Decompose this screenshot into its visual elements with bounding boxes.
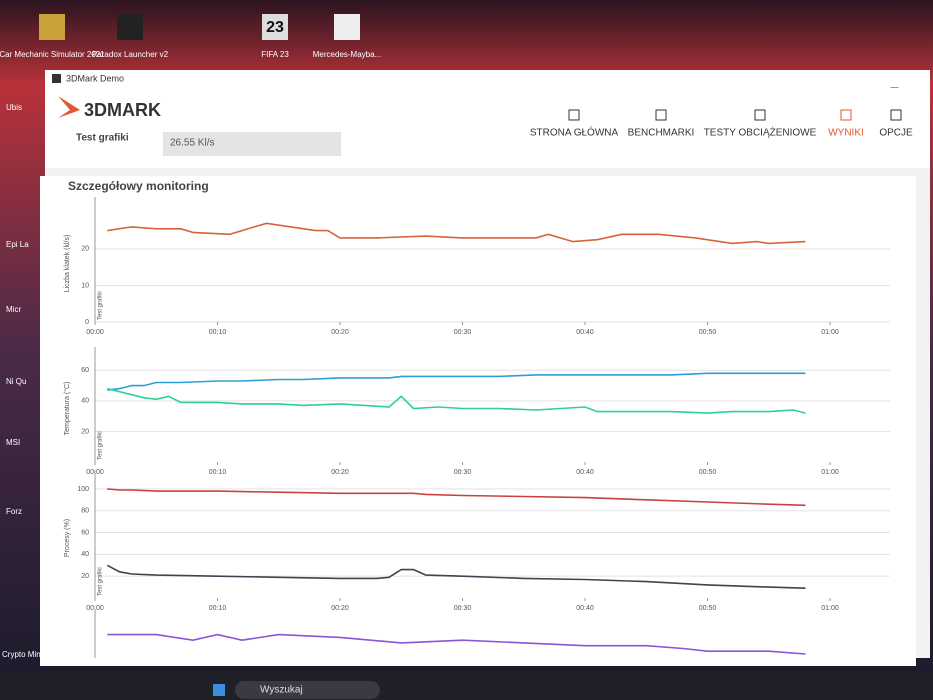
nav: STRONA GŁÓWNA BENCHMARKI TESTY OBCIĄŻENIOW… [530,109,913,139]
desktop-icon[interactable] [334,14,360,40]
desktop-icon-label: MSI [6,438,20,447]
desktop-icon-label: Ni Qu [6,377,26,386]
desktop-icon-label: Epi La [6,240,29,249]
x-tick-label: 00:20 [331,469,349,476]
y-tick-label: 60 [81,529,89,536]
desktop-icon[interactable] [117,14,143,40]
taskbar [0,672,933,700]
y-tick-label: 10 [81,282,89,289]
desktop-icon-label: FIFA 23 [261,50,289,59]
series-line [107,372,806,391]
title-bar [45,70,930,88]
y-tick-label: 20 [81,246,89,253]
nav-item[interactable]: STRONA GŁÓWNA [530,126,619,139]
icon-badge: 23 [266,19,284,36]
series-line [107,222,806,245]
nav-icon[interactable] [840,109,852,121]
desktop-icon-label: Car Mechanic Simulator 2021 [0,50,105,59]
logo-mark [58,96,80,118]
nav-icon[interactable] [754,109,766,121]
y-tick-label: 100 [77,486,89,493]
marker-label: Test grafiki [98,431,104,460]
x-tick-label: 00:10 [209,605,227,612]
y-tick-label: 0 [85,319,89,326]
nav-item[interactable]: WYNIKI [828,128,864,139]
nav-item[interactable]: TESTY OBCIĄŻENIOWE [704,126,817,139]
logo: 3DMARK [84,100,161,120]
search-box[interactable] [235,681,380,699]
test-label: Test grafiki [76,133,129,144]
y-tick-label: 40 [81,551,89,558]
x-tick-label: 00:30 [454,469,472,476]
series-line [107,633,806,655]
start-button[interactable] [213,684,225,696]
x-tick-label: 00:20 [331,605,349,612]
desktop-icon-label: Micr [6,305,21,314]
y-tick-label: 20 [81,428,89,435]
section-title: Szczegółowy monitoring [68,179,209,193]
desktop-icon-label: Forz [6,507,22,516]
test-value: 26.55 Kl/s [170,138,214,149]
x-tick-label: 00:50 [699,329,717,336]
nav-icon[interactable] [890,109,902,121]
desktop-icon-label: Mercedes-Mayba... [313,50,381,59]
marker-label: Test grafiki [98,567,104,596]
x-tick-label: 00:50 [699,469,717,476]
desktop-icon[interactable] [39,14,65,40]
x-tick-label: 00:30 [454,605,472,612]
nav-item[interactable]: OPCJE [879,128,913,139]
window-title: 3DMark Demo [66,73,124,83]
x-tick-label: 01:00 [821,605,839,612]
x-tick-label: 00:20 [331,329,349,336]
series-line [107,488,806,507]
x-tick-label: 00:00 [86,605,104,612]
charts: 0 10 20 Liczba klatek (kl/s) Test grafiki 00:… [63,197,890,658]
monitoring-panel [40,176,916,666]
series-line [106,564,806,589]
y-tick-label: 40 [81,398,89,405]
y-tick-label: 60 [81,367,89,374]
x-tick-label: 00:40 [576,469,594,476]
x-tick-label: 00:00 [86,329,104,336]
y-tick-label: 80 [81,508,89,515]
x-tick-label: 00:40 [576,329,594,336]
desktop-icon-label: Paradox Launcher v2 [92,50,169,59]
x-tick-label: 00:40 [576,605,594,612]
x-tick-label: 00:10 [209,469,227,476]
nav-icon[interactable] [655,109,667,121]
nav-icon[interactable] [568,109,580,121]
x-tick-label: 01:00 [821,469,839,476]
series-line [107,387,806,414]
desktop-icon-label: Ubis [6,103,22,112]
desktop-icon[interactable] [262,14,288,40]
nav-item[interactable]: BENCHMARKI [628,128,695,139]
x-tick-label: 00:10 [209,329,227,336]
x-tick-label: 00:30 [454,329,472,336]
y-axis-label: Temperatura (°C) [63,382,71,436]
y-axis-label: Procesy (%) [64,519,71,557]
x-tick-label: 00:50 [699,605,717,612]
marker-label: Test grafiki [98,291,104,320]
search-text: Wyszukaj [260,685,303,696]
y-axis-label: Liczba klatek (kl/s) [64,235,71,293]
y-tick-label: 20 [81,573,89,580]
app-icon [52,74,61,83]
app-window: 3DMark Demo – × 3DMARK STRONA GŁÓWNABENC… [40,70,930,666]
test-value-box [163,132,341,156]
x-tick-label: 01:00 [821,329,839,336]
